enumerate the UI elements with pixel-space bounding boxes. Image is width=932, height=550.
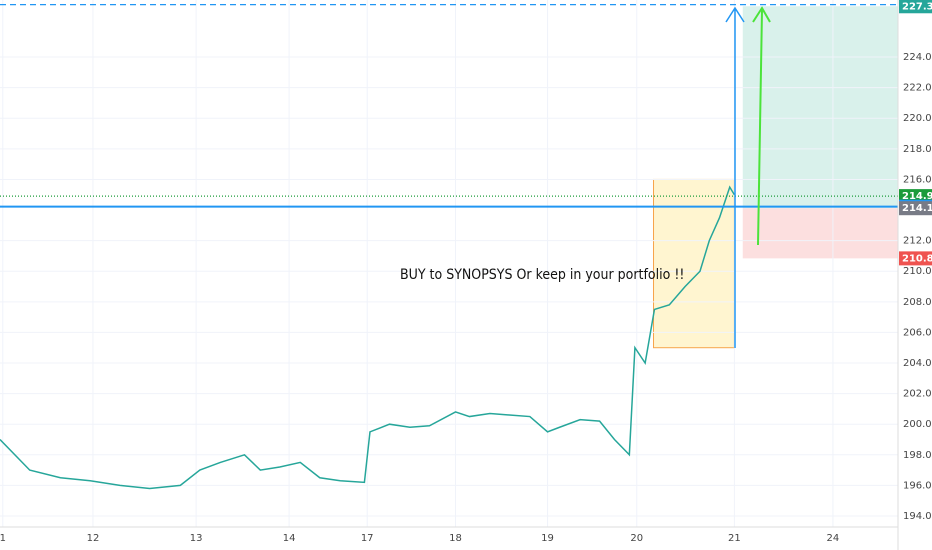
- price-tag: [899, 189, 932, 204]
- price-tag-label: 214.12: [902, 203, 932, 214]
- price-line: [0, 185, 736, 490]
- y-tick-label: 196.00: [903, 480, 932, 491]
- price-tag-label: 227.32: [902, 1, 932, 12]
- y-tick-label: 218.00: [903, 144, 932, 155]
- y-tick-label: 212.00: [903, 236, 932, 247]
- y-tick-label: 200.00: [903, 419, 932, 430]
- y-tick-label: 202.00: [903, 389, 932, 400]
- x-tick-label: 24: [827, 533, 840, 544]
- x-tick-label: 18: [449, 533, 462, 544]
- x-tick-label: 12: [87, 533, 100, 544]
- x-tick-label: 1: [0, 533, 6, 544]
- y-tick-label: 206.00: [903, 327, 932, 338]
- blue-arrow: [725, 6, 745, 348]
- zone: [742, 208, 898, 259]
- y-tick-label: 208.00: [903, 297, 932, 308]
- price-tag-label: 210.84: [902, 253, 932, 264]
- y-tick-label: 204.00: [903, 358, 932, 369]
- x-tick-label: 13: [190, 533, 203, 544]
- price-tag: [899, 201, 932, 216]
- y-tick-label: 194.00: [903, 511, 932, 522]
- x-tick-label: 20: [630, 533, 643, 544]
- y-tick-label: 210.00: [903, 266, 932, 277]
- x-tick-label: 19: [541, 533, 554, 544]
- price-tag: [899, 0, 932, 14]
- zone: [742, 6, 898, 209]
- y-tick-label: 222.00: [903, 83, 932, 94]
- y-tick-label: 216.00: [903, 174, 932, 185]
- zone: [653, 178, 735, 349]
- annotation: BUY to SYNOPSYS Or keep in your portfoli…: [400, 267, 684, 283]
- y-tick-label: 220.00: [903, 113, 932, 124]
- y-tick-label: 224.00: [903, 52, 932, 63]
- x-tick-label: 17: [361, 533, 374, 544]
- x-tick-label: 14: [283, 533, 296, 544]
- green-arrow: [752, 6, 771, 246]
- x-tick-label: 21: [728, 533, 741, 544]
- price-tag-label: 214.91: [902, 191, 932, 202]
- price-tag: [899, 251, 932, 266]
- y-tick-label: 198.00: [903, 450, 932, 461]
